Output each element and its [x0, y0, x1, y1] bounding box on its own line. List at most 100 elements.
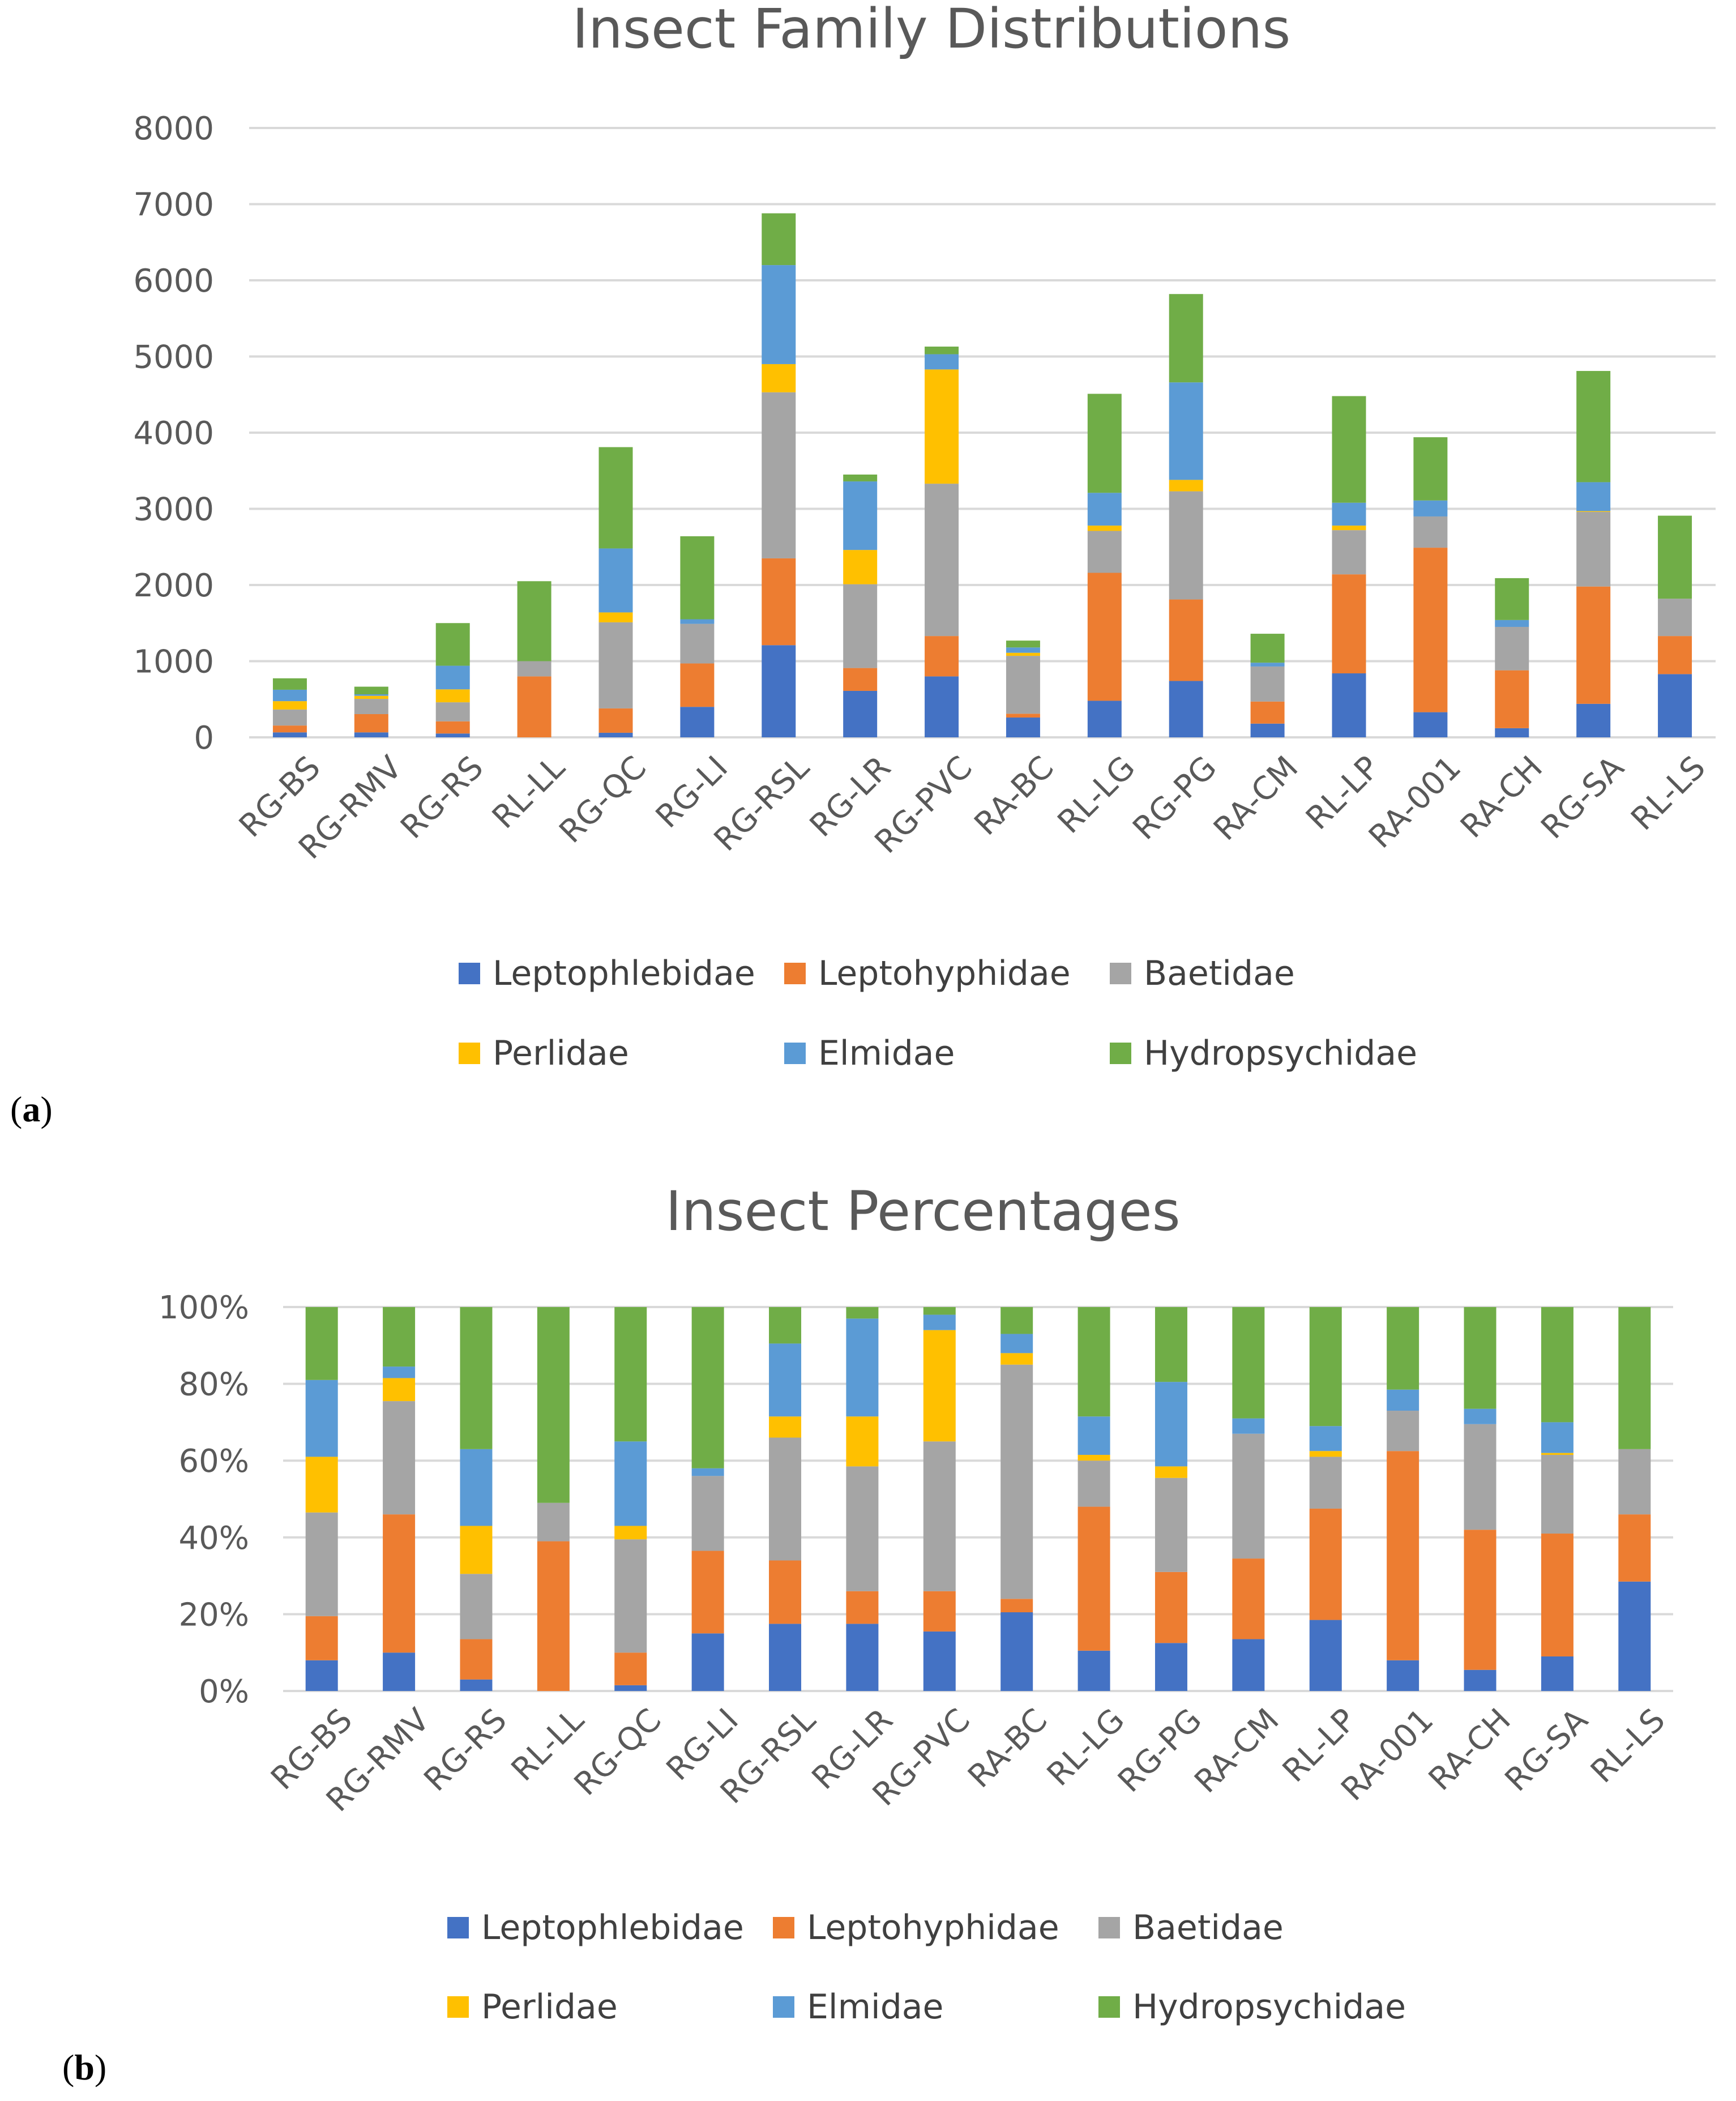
chart-a-bar-leptohyphidae-rl-ls [1658, 636, 1692, 674]
chart-b-bar-perlidae-rg-bs [305, 1457, 338, 1513]
chart-a-bar-elmidae-rg-rmv [354, 694, 388, 696]
chart-b-bar-hydropsychidae-rg-pvc [923, 1307, 956, 1315]
chart-a-bar-leptohyphidae-rg-rmv [354, 714, 388, 733]
chart-a-legend-label-leptohyphidae: Leptohyphidae [818, 954, 1071, 993]
chart-b-bar-leptohyphidae-rl-lg [1077, 1506, 1110, 1651]
chart-b-bar-baetidae-rg-sa [1541, 1455, 1573, 1534]
chart-a-bar-perlidae-rg-rsl [762, 364, 796, 392]
chart-a-bar-perlidae-rg-bs [272, 701, 307, 710]
chart-a-y-tick-label: 5000 [133, 339, 214, 376]
chart-b-bar-hydropsychidae-rg-rmv [383, 1307, 416, 1367]
chart-a-bar-perlidae-rg-sa [1576, 511, 1611, 512]
chart-a-bar-leptophlebidae-ra-bc [1006, 718, 1040, 737]
chart-a-bar-hydropsychidae-rl-lp [1332, 396, 1366, 503]
chart-b-bar-leptohyphidae-ra-001 [1387, 1451, 1419, 1660]
chart-b-y-tick-label: 60% [179, 1443, 249, 1480]
chart-b-bar-baetidae-rg-qc [614, 1539, 647, 1653]
chart-b-bar-perlidae-rg-lr [846, 1416, 879, 1467]
chart-b-bar-hydropsychidae-ra-ch [1464, 1307, 1496, 1409]
chart-a-x-tick-label: RL-LS [1624, 749, 1712, 838]
chart-a-bar-baetidae-rg-li [680, 624, 715, 664]
chart-b-bar-baetidae-rg-pvc [923, 1441, 956, 1591]
chart-a-y-tick-label: 8000 [133, 110, 214, 147]
chart-a-bar-leptophlebidae-rg-sa [1576, 703, 1611, 737]
chart-b-bar-leptophlebidae-rl-lg [1077, 1650, 1110, 1691]
chart-a-y-tick-label: 6000 [133, 263, 214, 300]
chart-b-bar-leptohyphidae-rg-pg [1155, 1572, 1187, 1643]
chart-a-bar-hydropsychidae-rg-qc [598, 447, 633, 549]
chart-b-bar-leptophlebidae-rg-lr [846, 1624, 879, 1691]
chart-b-bar-leptophlebidae-ra-cm [1232, 1639, 1265, 1691]
chart-b-bar-elmidae-rg-rsl [769, 1343, 802, 1417]
chart-b-bar-baetidae-rg-rs [460, 1574, 493, 1639]
chart-a-bar-hydropsychidae-ra-bc [1006, 640, 1040, 648]
chart-a-x-tick-label: RG-RS [394, 749, 490, 846]
chart-a-bar-leptohyphidae-rg-li [680, 663, 715, 707]
chart-a-bar-hydropsychidae-ra-ch [1495, 578, 1529, 620]
chart-b-bar-hydropsychidae-rl-lp [1309, 1307, 1342, 1427]
chart-a-bar-baetidae-rg-bs [272, 709, 307, 726]
chart-a-bar-leptohyphidae-rg-rs [435, 721, 470, 734]
chart-b-bar-hydropsychidae-rg-lr [846, 1307, 879, 1319]
chart-a-bar-baetidae-rl-lp [1332, 530, 1366, 575]
chart-a-x-tick-label: RA-001 [1362, 749, 1468, 856]
chart-b-bar-perlidae-rg-pg [1155, 1466, 1187, 1478]
chart-b-bar-elmidae-ra-cm [1232, 1418, 1265, 1434]
chart-a-bar-baetidae-ra-ch [1495, 626, 1529, 671]
chart-a-bar-hydropsychidae-ra-cm [1250, 634, 1285, 663]
chart-a-bar-leptophlebidae-rg-rsl [762, 645, 796, 737]
chart-b-bar-leptophlebidae-rl-ls [1618, 1581, 1651, 1691]
chart-b-x-axis: RG-BSRG-RMVRG-RSRL-LLRG-QCRG-LIRG-RSLRG-… [264, 1702, 1672, 1819]
chart-a-legend-label-elmidae: Elmidae [818, 1034, 955, 1073]
chart-a-bar-leptophlebidae-rg-pvc [925, 676, 959, 737]
chart-a-y-tick-label: 7000 [133, 187, 214, 224]
chart-a-bar-leptohyphidae-rg-lr [843, 668, 878, 691]
chart-b-bar-elmidae-rg-rmv [383, 1366, 416, 1378]
chart-b-gridlines [283, 1306, 1673, 1692]
chart-a-bar-leptohyphidae-ra-ch [1495, 670, 1529, 728]
chart-a-bar-leptohyphidae-ra-001 [1413, 548, 1448, 712]
chart-a-bar-baetidae-rg-pg [1169, 491, 1203, 600]
chart-a-y-tick-label: 1000 [133, 644, 214, 681]
chart-a-bar-leptohyphidae-rg-pg [1169, 599, 1203, 681]
chart-a-bar-leptohyphidae-rl-ll [517, 676, 551, 737]
chart-b-bar-perlidae-rl-lp [1309, 1451, 1342, 1457]
chart-a-bar-elmidae-rg-bs [272, 689, 307, 702]
panel-b-label: (b) [62, 2047, 106, 2087]
chart-a-bar-leptophlebidae-ra-001 [1413, 712, 1448, 737]
chart-a-legend: Leptophlebidae Leptohyphidae Baetidae Perli… [459, 954, 1417, 1073]
chart-b-bar-leptohyphidae-ra-bc [1000, 1599, 1033, 1613]
chart-a-bar-elmidae-rg-rs [435, 665, 470, 690]
chart-a-bar-elmidae-rl-lp [1332, 502, 1366, 526]
chart-a-bar-perlidae-rg-rmv [354, 695, 388, 699]
chart-a-bar-baetidae-ra-cm [1250, 666, 1285, 702]
chart-a-bar-baetidae-rg-rs [435, 702, 470, 721]
chart-b-bar-hydropsychidae-rg-rs [460, 1307, 493, 1449]
chart-b-x-tick-label: RA-BC [961, 1702, 1054, 1795]
chart-b-bar-elmidae-rl-lg [1077, 1416, 1110, 1455]
chart-a-bar-elmidae-rl-lg [1087, 493, 1122, 526]
chart-b-x-tick-label: RG-SA [1498, 1702, 1595, 1799]
chart-b-legend-label-hydropsychidae: Hydropsychidae [1132, 1987, 1406, 2027]
chart-a-x-tick-label: RG-PG [1126, 749, 1224, 847]
chart-b-bar-elmidae-rg-lr [846, 1318, 879, 1417]
chart-b-legend-swatch-hydropsychidae [1098, 1996, 1120, 2018]
chart-b-bar-elmidae-rg-li [691, 1468, 724, 1476]
chart-b-bar-leptophlebidae-rg-rmv [383, 1652, 416, 1691]
chart-a-y-tick-label: 3000 [133, 492, 214, 528]
chart-b-title: Insect Percentages [665, 1180, 1180, 1243]
chart-b-bar-leptophlebidae-rg-pg [1155, 1643, 1187, 1691]
chart-a-bar-hydropsychidae-rg-pg [1169, 294, 1203, 383]
chart-a-bar-baetidae-rg-sa [1576, 511, 1611, 587]
chart-a-gridlines [249, 127, 1716, 738]
chart-a-y-tick-label: 0 [194, 720, 214, 757]
chart-a-legend-label-leptophlebidae: Leptophlebidae [493, 954, 755, 993]
chart-insect-percentages: Insect Percentages 0% 20% 40% 60% 80% 100% RG… [159, 1180, 1673, 2027]
chart-a-bar-perlidae-rl-lp [1332, 526, 1366, 531]
chart-a-legend-swatch-hydropsychidae [1110, 1043, 1131, 1064]
chart-b-y-tick-label: 20% [179, 1596, 249, 1633]
chart-b-bar-hydropsychidae-rg-bs [305, 1307, 338, 1380]
chart-a-bar-leptophlebidae-rg-qc [598, 732, 633, 737]
chart-b-bar-leptophlebidae-rg-sa [1541, 1656, 1573, 1691]
chart-b-legend-swatch-perlidae [447, 1996, 469, 2018]
